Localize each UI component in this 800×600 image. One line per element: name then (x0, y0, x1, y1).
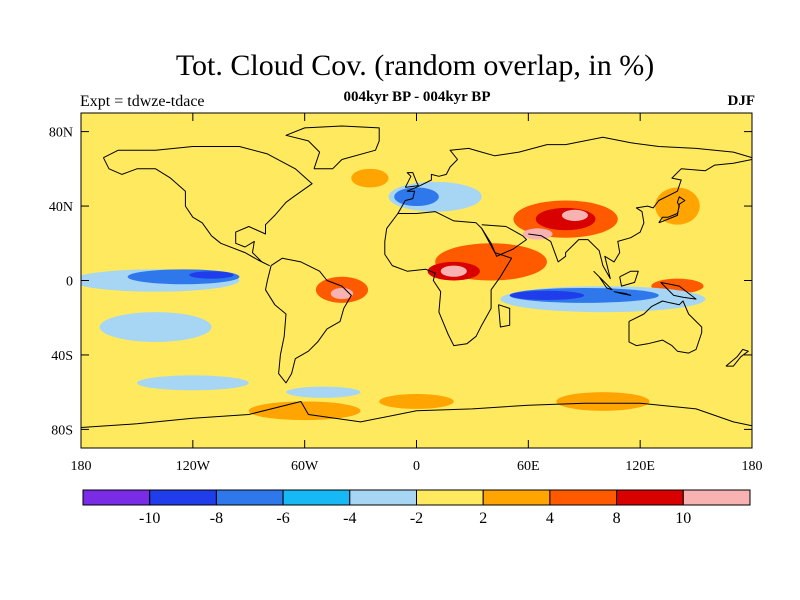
colorbar-swatch (482, 489, 551, 506)
anomaly-patch (99, 312, 212, 342)
coastline (265, 257, 352, 384)
anomaly-patch (351, 168, 389, 188)
lon-tick-label: 180 (71, 459, 92, 474)
coastline (285, 125, 380, 170)
coastline (528, 159, 752, 280)
coastline (102, 146, 313, 267)
lat-tick-label: 80N (49, 126, 73, 141)
lon-tick-label: 180 (742, 459, 763, 474)
coastlines (81, 125, 752, 428)
anomaly-patch (522, 228, 553, 240)
anomaly-patch (286, 386, 361, 398)
lat-tick-label: 80S (51, 423, 73, 438)
coastline (397, 136, 752, 214)
anomaly-patch (556, 392, 650, 411)
coastline (498, 304, 511, 328)
colorbar: -10 -8 -6 -4 -2 2 4 8 10 (82, 489, 751, 527)
coastline (725, 348, 749, 367)
coastline (660, 281, 697, 300)
lat-tick-label: 40S (51, 349, 73, 364)
plot-subtitle: 004kyr BP - 004kyr BP (343, 89, 491, 105)
lon-tick-label: 60E (517, 459, 540, 474)
lon-tick-label: 0 (413, 459, 420, 474)
lon-tick-label: 120E (625, 459, 655, 474)
colorbar-label: 4 (546, 510, 554, 527)
season-label: DJF (727, 93, 756, 109)
anomaly-field (81, 168, 706, 421)
colorbar-label: -4 (343, 510, 356, 527)
anomaly-patch (248, 401, 361, 421)
coastline (619, 270, 639, 287)
colorbar-swatch (616, 489, 684, 506)
colorbar-swatch (215, 489, 284, 506)
colorbar-swatch (416, 489, 484, 506)
coastline (404, 172, 419, 188)
colorbar-label: -10 (139, 510, 160, 527)
colorbar-swatch (282, 489, 351, 506)
colorbar-swatch (349, 489, 417, 506)
lat-tick-label: 40N (49, 200, 73, 215)
anomaly-patch (379, 394, 454, 409)
coastline (593, 270, 613, 291)
coastline (384, 211, 513, 347)
lon-tick-label: 60W (291, 459, 319, 474)
anomaly-patch (394, 187, 439, 207)
coastline (481, 224, 527, 257)
anomaly-patch (561, 209, 588, 221)
colorbar-label: -8 (210, 510, 223, 527)
experiment-label: Expt = tdwze-tdace (80, 93, 205, 110)
axis-ticks: 180 120W 60W 0 60E 120E 180 80N 40N 0 40S 80S (49, 113, 763, 474)
colorbar-label: 8 (613, 510, 621, 527)
plot-title: Tot. Cloud Cov. (random overlap, in %) (175, 49, 655, 82)
colorbar-label: 2 (479, 510, 487, 527)
lon-tick-label: 120W (176, 459, 211, 474)
coastline (81, 401, 752, 428)
lat-tick-label: 0 (66, 275, 73, 290)
colorbar-swatch (149, 489, 217, 506)
anomaly-patch (136, 375, 249, 391)
colorbar-label: -6 (276, 510, 289, 527)
coastline (613, 291, 632, 296)
anomaly-patch (330, 287, 354, 300)
anomaly-patch (189, 271, 234, 279)
colorbar-label: -2 (410, 510, 423, 527)
coastline (658, 196, 686, 224)
anomaly-patch (509, 290, 585, 301)
colorbar-label: 10 (675, 510, 691, 527)
anomaly-patch (440, 265, 467, 277)
coastline (628, 300, 703, 354)
colorbar-swatch (82, 489, 151, 506)
colorbar-swatch (549, 489, 618, 506)
colorbar-swatch (682, 489, 751, 506)
